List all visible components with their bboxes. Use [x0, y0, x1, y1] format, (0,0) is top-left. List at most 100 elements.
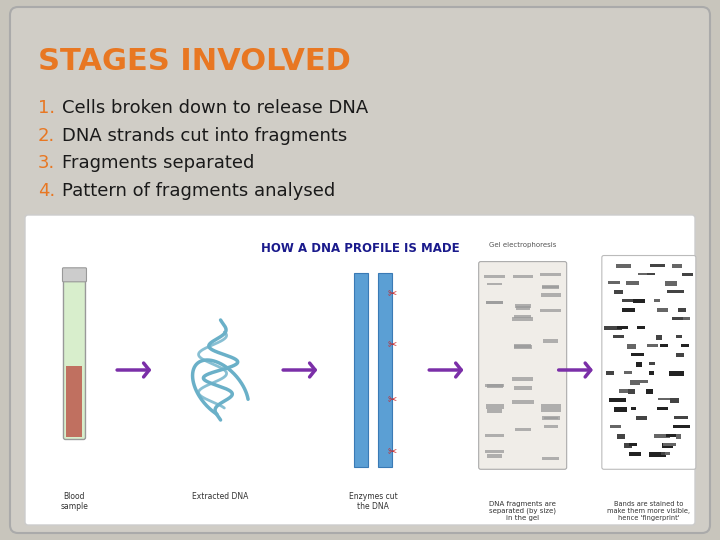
Bar — [487, 282, 503, 285]
Bar — [631, 407, 636, 410]
Bar — [662, 443, 673, 448]
Text: ✂: ✂ — [387, 341, 397, 350]
Text: Blood
sample: Blood sample — [60, 491, 89, 511]
Text: ✂: ✂ — [387, 447, 397, 457]
Bar — [540, 273, 561, 276]
Bar — [606, 372, 614, 375]
Bar — [629, 380, 640, 385]
Bar — [624, 372, 631, 374]
Bar — [354, 273, 369, 467]
Bar — [628, 345, 636, 349]
Bar — [647, 273, 655, 275]
Bar — [541, 408, 561, 412]
FancyBboxPatch shape — [479, 261, 567, 469]
Bar — [618, 327, 629, 329]
Text: HOW A DNA PROFILE IS MADE: HOW A DNA PROFILE IS MADE — [261, 242, 459, 255]
Bar — [487, 301, 503, 305]
Bar — [634, 300, 645, 303]
Text: Fragments separated: Fragments separated — [62, 154, 254, 172]
Bar — [646, 389, 653, 394]
Bar — [626, 281, 639, 285]
Bar — [609, 399, 626, 402]
Bar — [604, 327, 622, 329]
Text: ✂: ✂ — [387, 395, 397, 406]
Bar — [667, 291, 683, 293]
Bar — [624, 443, 632, 448]
Text: Bands are stained to
make them more visible,
hence 'fingerprint': Bands are stained to make them more visi… — [608, 501, 690, 521]
Bar — [663, 443, 676, 446]
Text: DNA fragments are
separated (by size)
in the gel: DNA fragments are separated (by size) in… — [489, 501, 556, 521]
Text: 3.: 3. — [38, 154, 55, 172]
Bar — [540, 309, 561, 312]
Text: Cells broken down to release DNA: Cells broken down to release DNA — [62, 99, 368, 117]
Bar — [656, 335, 662, 340]
Bar — [485, 450, 504, 453]
Bar — [513, 345, 532, 349]
Text: Gel electrophoresis: Gel electrophoresis — [489, 242, 557, 248]
Bar — [654, 300, 660, 302]
Bar — [542, 457, 559, 460]
Bar — [613, 335, 624, 338]
Text: Enzymes cut
the DNA: Enzymes cut the DNA — [349, 491, 397, 511]
Bar — [512, 400, 534, 403]
Bar — [629, 453, 641, 456]
Bar — [666, 434, 678, 437]
Bar — [629, 389, 635, 394]
Bar — [614, 291, 623, 294]
Bar — [544, 424, 558, 428]
Bar — [541, 404, 561, 408]
Bar — [637, 327, 644, 329]
Bar — [660, 345, 668, 347]
Text: 2.: 2. — [38, 127, 55, 145]
Bar — [514, 344, 531, 348]
Bar — [649, 453, 666, 457]
FancyBboxPatch shape — [63, 268, 86, 282]
Bar — [514, 315, 531, 318]
Bar — [676, 434, 681, 439]
Bar — [629, 443, 637, 446]
Bar — [486, 404, 503, 409]
Bar — [636, 416, 647, 420]
Bar — [614, 407, 627, 412]
Bar — [619, 389, 629, 393]
Bar — [660, 453, 667, 455]
Bar — [610, 426, 621, 428]
Bar — [672, 426, 690, 428]
Bar — [657, 308, 668, 312]
Bar — [622, 300, 637, 302]
Bar — [649, 362, 654, 365]
Text: STAGES INVOLVED: STAGES INVOLVED — [38, 48, 351, 77]
Bar — [512, 317, 534, 321]
Bar — [66, 366, 83, 437]
Bar — [675, 416, 688, 419]
Bar — [672, 318, 684, 320]
Bar — [649, 264, 665, 267]
Bar — [513, 386, 532, 390]
FancyBboxPatch shape — [25, 215, 695, 525]
Bar — [485, 275, 505, 279]
Bar — [541, 416, 559, 420]
Bar — [670, 399, 680, 403]
Bar — [634, 380, 649, 382]
Bar — [485, 384, 504, 387]
FancyBboxPatch shape — [10, 7, 710, 533]
Bar — [378, 273, 392, 467]
Bar — [649, 372, 654, 375]
Bar — [670, 372, 684, 376]
Bar — [654, 434, 670, 438]
Text: ✂: ✂ — [387, 289, 397, 299]
Bar — [676, 335, 682, 338]
Bar — [616, 264, 631, 268]
Bar — [541, 293, 561, 297]
Bar — [486, 301, 503, 304]
Bar — [608, 281, 620, 284]
Bar — [678, 308, 686, 312]
Bar — [681, 345, 689, 347]
Bar — [543, 339, 558, 343]
Text: Pattern of fragments analysed: Pattern of fragments analysed — [62, 182, 336, 200]
Bar — [676, 353, 684, 357]
FancyBboxPatch shape — [602, 255, 696, 469]
FancyBboxPatch shape — [63, 277, 86, 440]
Bar — [515, 428, 531, 431]
Bar — [622, 308, 634, 312]
